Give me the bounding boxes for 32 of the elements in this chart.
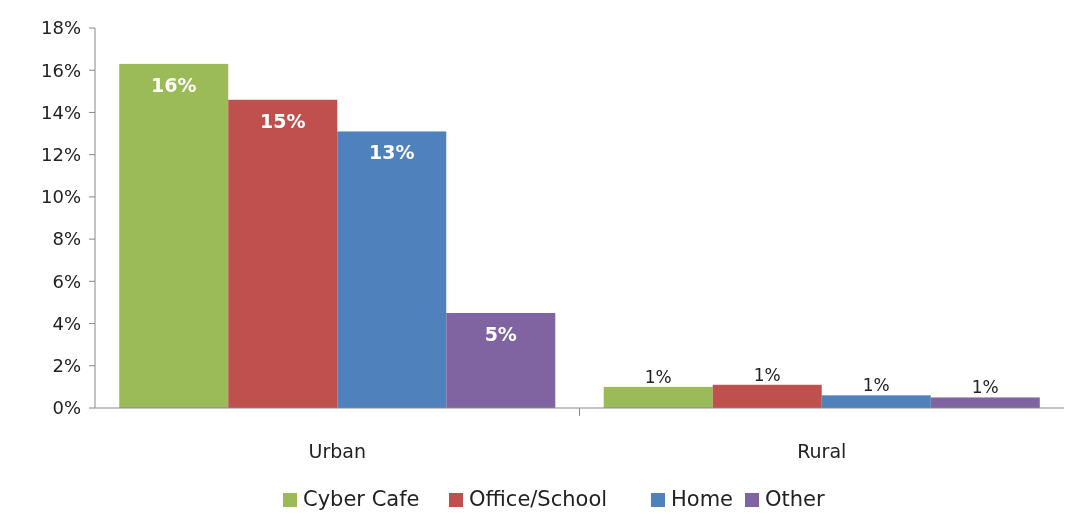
y-tick-label: 2% [52,355,81,377]
data-label: 1% [753,364,781,385]
data-label: 1% [971,377,999,398]
bar [446,313,556,408]
bar [712,384,822,408]
y-tick-label: 8% [52,228,81,250]
y-tick-label: 12% [40,143,81,165]
bar [821,395,931,408]
legend-label: Cyber Cafe [303,487,420,511]
data-label: 1% [862,375,890,396]
bar [337,131,447,408]
data-label: 1% [644,366,672,387]
data-label: 15% [260,109,306,132]
legend-label: Home [671,487,734,511]
bar [228,99,338,408]
x-tick-label: Rural [797,440,847,462]
x-tick-label: Urban [308,440,366,462]
y-tick-label: 0% [52,397,81,419]
data-label: 13% [369,141,415,164]
y-tick-label: 14% [40,101,81,123]
y-tick-label: 16% [40,59,81,81]
y-tick-label: 6% [52,270,81,292]
legend-label: Other [765,487,825,511]
bar [930,397,1040,408]
legend-label: Office/School [469,487,608,511]
y-tick-label: 10% [40,186,81,208]
y-tick-label: 4% [52,312,81,334]
data-label: 16% [150,73,197,96]
bar [603,386,713,408]
data-label: 5% [484,323,517,345]
bar [119,63,229,408]
y-tick-label: 18% [40,17,81,39]
